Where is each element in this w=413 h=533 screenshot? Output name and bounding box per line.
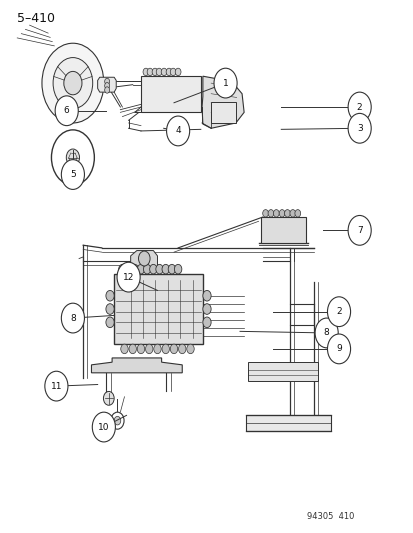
- Circle shape: [202, 290, 211, 301]
- Circle shape: [186, 344, 194, 354]
- Circle shape: [214, 68, 237, 98]
- Circle shape: [278, 209, 284, 217]
- Circle shape: [104, 87, 109, 93]
- Circle shape: [166, 68, 171, 76]
- Text: 94305  410: 94305 410: [306, 512, 354, 521]
- Circle shape: [106, 304, 114, 314]
- Circle shape: [64, 71, 82, 95]
- Circle shape: [137, 264, 145, 274]
- Polygon shape: [202, 76, 244, 128]
- Circle shape: [145, 344, 152, 354]
- Circle shape: [106, 290, 114, 301]
- Circle shape: [153, 344, 161, 354]
- Polygon shape: [114, 274, 202, 344]
- Circle shape: [347, 92, 370, 122]
- Circle shape: [170, 68, 176, 76]
- Circle shape: [55, 96, 78, 126]
- Text: 10: 10: [98, 423, 109, 432]
- Polygon shape: [246, 415, 330, 431]
- Circle shape: [155, 264, 163, 274]
- Circle shape: [168, 264, 175, 274]
- Circle shape: [66, 149, 79, 166]
- Circle shape: [152, 68, 157, 76]
- Polygon shape: [141, 76, 200, 112]
- Circle shape: [114, 416, 121, 425]
- Circle shape: [166, 116, 189, 146]
- Circle shape: [156, 68, 161, 76]
- Circle shape: [104, 78, 109, 85]
- Text: 8: 8: [70, 313, 76, 322]
- Circle shape: [125, 264, 132, 274]
- Circle shape: [178, 344, 185, 354]
- Circle shape: [119, 264, 126, 274]
- Polygon shape: [91, 358, 182, 373]
- Circle shape: [262, 209, 268, 217]
- Polygon shape: [260, 217, 305, 243]
- Text: 7: 7: [356, 226, 362, 235]
- Circle shape: [137, 344, 145, 354]
- Text: 5: 5: [70, 170, 76, 179]
- Circle shape: [138, 251, 150, 266]
- Circle shape: [174, 264, 181, 274]
- Circle shape: [161, 344, 169, 354]
- Text: 6: 6: [64, 106, 69, 115]
- Polygon shape: [248, 362, 318, 381]
- Text: 11: 11: [50, 382, 62, 391]
- Circle shape: [53, 58, 93, 109]
- Text: 1: 1: [222, 78, 228, 87]
- Circle shape: [202, 317, 211, 328]
- Circle shape: [202, 304, 211, 314]
- Circle shape: [327, 297, 350, 327]
- Circle shape: [111, 412, 124, 429]
- Circle shape: [294, 209, 300, 217]
- Circle shape: [147, 68, 152, 76]
- Circle shape: [61, 303, 84, 333]
- Text: 8: 8: [323, 328, 329, 337]
- Circle shape: [347, 114, 370, 143]
- Circle shape: [104, 83, 109, 89]
- Text: 2: 2: [335, 307, 341, 316]
- Circle shape: [273, 209, 278, 217]
- Circle shape: [61, 160, 84, 189]
- Polygon shape: [97, 77, 116, 92]
- Circle shape: [131, 264, 138, 274]
- Circle shape: [129, 344, 136, 354]
- Circle shape: [289, 209, 295, 217]
- Text: 2: 2: [356, 102, 362, 111]
- Text: 9: 9: [335, 344, 341, 353]
- Circle shape: [121, 344, 128, 354]
- Circle shape: [170, 344, 177, 354]
- Circle shape: [175, 68, 180, 76]
- Circle shape: [117, 262, 140, 292]
- Circle shape: [314, 318, 337, 348]
- Text: 4: 4: [175, 126, 180, 135]
- Circle shape: [51, 130, 94, 185]
- Circle shape: [103, 391, 114, 405]
- Circle shape: [268, 209, 273, 217]
- Circle shape: [106, 317, 114, 328]
- Circle shape: [161, 68, 166, 76]
- Circle shape: [284, 209, 290, 217]
- Text: 3: 3: [356, 124, 362, 133]
- Circle shape: [92, 412, 115, 442]
- Circle shape: [143, 68, 148, 76]
- Circle shape: [161, 264, 169, 274]
- Text: 5–410: 5–410: [17, 12, 55, 26]
- Circle shape: [143, 264, 150, 274]
- Circle shape: [347, 215, 370, 245]
- Circle shape: [42, 43, 104, 123]
- Bar: [211, 102, 235, 123]
- Text: 12: 12: [123, 273, 134, 281]
- Circle shape: [327, 334, 350, 364]
- Circle shape: [149, 264, 157, 274]
- Circle shape: [45, 371, 68, 401]
- Polygon shape: [131, 251, 157, 266]
